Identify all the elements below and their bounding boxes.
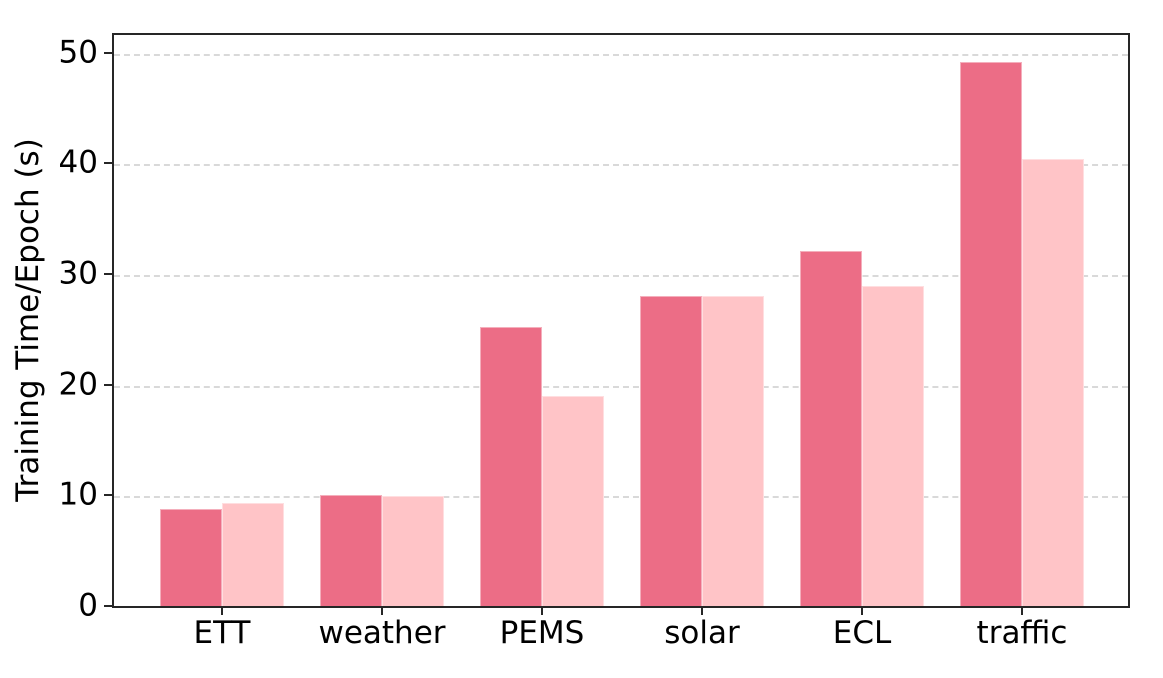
bar-ETT-dark-pink-series (160, 508, 222, 606)
x-tick-label-weather: weather (318, 615, 446, 651)
x-tick-mark-ECL (861, 606, 863, 615)
bar-ECL-dark-pink-series (800, 250, 862, 606)
y-tick-mark-0 (104, 605, 114, 607)
bar-PEMS-light-pink-series (542, 395, 604, 606)
y-tick-label-20: 20 (58, 366, 98, 403)
x-tick-label-ETT: ETT (193, 615, 251, 651)
y-tick-label-10: 10 (58, 476, 98, 513)
x-tick-mark-ETT (221, 606, 223, 615)
x-tick-label-traffic: traffic (976, 615, 1068, 651)
x-tick-label-ECL: ECL (832, 615, 892, 651)
y-axis-title: Training Time/Epoch (s) (10, 138, 46, 502)
x-tick-label-PEMS: PEMS (499, 615, 585, 651)
gridline-40 (114, 164, 1128, 167)
bar-weather-dark-pink-series (320, 495, 382, 606)
bar-ETT-light-pink-series (222, 503, 284, 606)
gridline-30 (114, 275, 1128, 278)
y-tick-mark-40 (104, 162, 114, 165)
plot-area: 0 10 20 30 40 50 ETT weather PEMS solar ECL traffi… (59, 33, 1130, 649)
gridline-20 (114, 385, 1128, 388)
y-tick-mark-30 (104, 273, 114, 276)
bar-solar-dark-pink-series (640, 296, 702, 606)
x-tick-mark-weather (381, 606, 383, 615)
bar-weather-light-pink-series (382, 496, 444, 606)
y-tick-label-40: 40 (58, 144, 98, 181)
y-tick-label-0: 0 (78, 587, 98, 624)
y-tick-mark-20 (104, 383, 114, 386)
bar-traffic-light-pink-series (1022, 158, 1084, 606)
x-tick-mark-traffic (1021, 606, 1023, 615)
y-tick-mark-50 (104, 51, 114, 54)
gridline-50 (114, 53, 1128, 56)
bar-solar-light-pink-series (702, 296, 764, 606)
bar-PEMS-dark-pink-series (480, 327, 542, 606)
x-tick-mark-PEMS (541, 606, 543, 615)
bar-ECL-light-pink-series (862, 286, 924, 606)
x-tick-mark-solar (701, 606, 703, 615)
y-tick-label-30: 30 (58, 255, 98, 292)
gridline-10 (114, 496, 1128, 499)
x-tick-label-solar: solar (664, 615, 740, 651)
y-tick-label-50: 50 (58, 34, 98, 71)
bar-traffic-dark-pink-series (960, 61, 1022, 606)
y-tick-mark-10 (104, 494, 114, 497)
